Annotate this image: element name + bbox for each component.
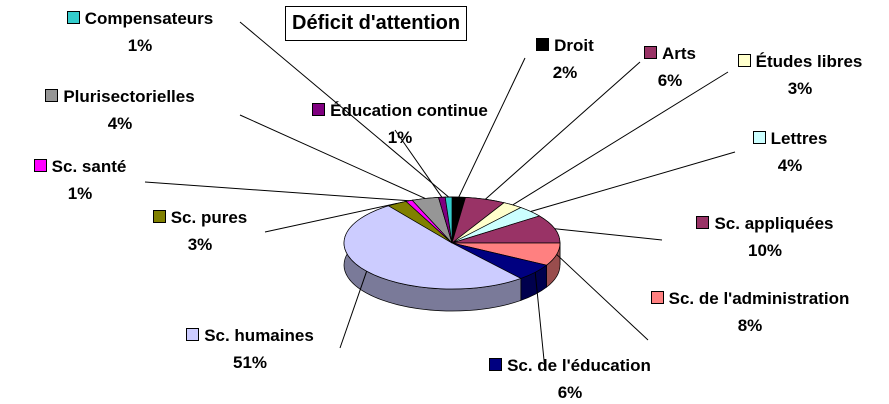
legend-swatch <box>752 131 766 144</box>
slice-value: 8% <box>737 316 763 335</box>
slice-label: Sc. pures 3% <box>120 204 280 258</box>
leader-line <box>394 129 443 198</box>
slice-label: Éducation continue 1% <box>265 97 535 151</box>
slice-name: Sc. appliquées <box>714 214 834 233</box>
legend-swatch <box>186 328 200 341</box>
slice-value: 3% <box>187 235 213 254</box>
leader-line <box>534 272 546 371</box>
slice-name: Éducation continue <box>330 101 488 120</box>
slice-name: Sc. de l'administration <box>668 289 850 308</box>
leader-line <box>144 181 410 202</box>
slice-label: Sc. appliquées 10% <box>655 210 875 264</box>
legend-swatch <box>33 159 47 172</box>
slice-value: 6% <box>557 383 583 402</box>
legend-swatch <box>643 46 657 59</box>
slice-value: 3% <box>787 79 813 98</box>
leader-line <box>556 254 649 341</box>
slice-name: Compensateurs <box>84 9 214 28</box>
chart-title: Déficit d'attention <box>285 6 468 41</box>
slice-value: 4% <box>107 114 133 133</box>
slice-name: Plurisectorielles <box>63 87 195 106</box>
slice <box>444 196 453 244</box>
slice-name: Lettres <box>770 129 828 148</box>
legend-swatch <box>45 89 59 102</box>
slice-name: Sc. pures <box>170 208 248 227</box>
slice-value: 10% <box>747 241 783 260</box>
slice-label: Lettres 4% <box>715 125 865 179</box>
slice-label: Droit 2% <box>505 32 625 86</box>
slice-name: Sc. humaines <box>204 326 314 345</box>
legend-swatch <box>312 103 326 116</box>
slice-name: Arts <box>661 44 696 63</box>
slice-value: 2% <box>552 63 578 82</box>
slice-value: 4% <box>777 156 803 175</box>
slice-value: 1% <box>67 184 93 203</box>
slice-name: Études libres <box>755 52 863 71</box>
slice-name: Sc. de l'éducation <box>507 356 651 375</box>
leader-line <box>239 114 426 199</box>
legend-swatch <box>66 11 80 24</box>
slice-value: 1% <box>387 128 413 147</box>
leader-line <box>458 57 526 198</box>
slice-label: Plurisectorielles 4% <box>0 83 240 137</box>
leader-line <box>239 21 449 198</box>
legend-swatch <box>696 216 710 229</box>
slice-name: Sc. santé <box>51 157 127 176</box>
leader-line <box>512 71 729 206</box>
legend-swatch <box>152 210 166 223</box>
leader-line <box>339 271 368 349</box>
slice-value: 1% <box>127 36 153 55</box>
leader-line <box>554 228 663 241</box>
slice-name: Droit <box>554 36 594 55</box>
slice-label: Sc. humaines 51% <box>150 322 350 376</box>
slice-value: 51% <box>232 353 268 372</box>
leader-line <box>485 61 641 200</box>
slice-label: Arts 6% <box>610 40 730 94</box>
leader-line <box>264 202 398 233</box>
slice-label: Sc. de l'éducation 6% <box>455 352 685 404</box>
leader-line <box>530 151 736 212</box>
slice-label: Sc. santé 1% <box>10 153 150 207</box>
slice-label: Compensateurs 1% <box>20 5 260 59</box>
legend-swatch <box>737 54 751 67</box>
slice-label: Études libres 3% <box>715 48 885 102</box>
slice-label: Sc. de l'administration 8% <box>630 285 870 339</box>
legend-swatch <box>489 358 503 371</box>
legend-swatch <box>650 291 664 304</box>
slice-value: 6% <box>657 71 683 90</box>
legend-swatch <box>536 38 550 51</box>
slice <box>343 205 522 290</box>
